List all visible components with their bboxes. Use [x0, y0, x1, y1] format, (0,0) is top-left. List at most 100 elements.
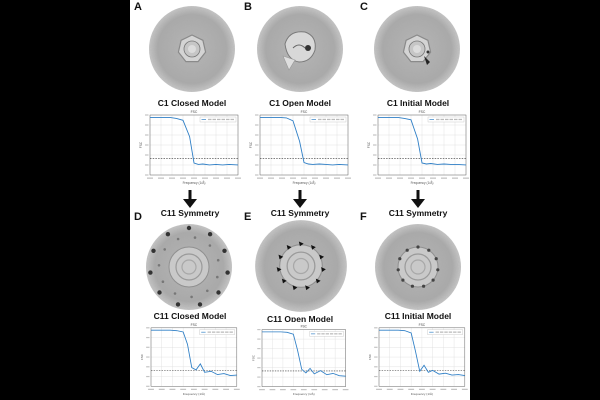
title-c11-initial: C11 Initial Model [384, 311, 452, 321]
x-tick-mark [419, 177, 425, 179]
x-tick-mark [268, 177, 274, 179]
plot-frame [150, 327, 238, 387]
x-tick-mark [375, 177, 381, 179]
x-tick-mark [397, 388, 404, 391]
plot-frame [261, 329, 346, 387]
y-tick-mark [257, 376, 261, 378]
y-tick-mark [373, 164, 377, 166]
y-axis-label: FSC [251, 354, 255, 361]
fsc-series-line [260, 116, 349, 166]
x-tick-mark [259, 388, 265, 391]
x-tick-mark [332, 388, 338, 391]
panel-letter-e: E [244, 211, 252, 223]
x-tick-mark [441, 177, 447, 179]
y-tick-mark [374, 366, 378, 368]
title-c1-open: C1 Open Model [269, 98, 331, 108]
plot-title: FSC [191, 110, 198, 114]
x-tick-mark [376, 388, 382, 391]
plot-frame [378, 327, 466, 387]
x-tick-mark [418, 388, 425, 391]
y-tick-mark [374, 375, 378, 378]
down-arrow-icon [293, 190, 307, 208]
fsc-plot-c1-open: FSC Frequency (1/Å) FSC [248, 107, 352, 187]
fsc-series-line [378, 116, 467, 166]
x-tick-mark [345, 177, 351, 179]
plot-frame [149, 114, 239, 176]
x-tick-mark [223, 388, 229, 391]
panel-letter-d: D [134, 211, 142, 223]
cryo-map-c11-open [255, 220, 347, 312]
y-tick-mark [255, 114, 259, 116]
plot-frame [259, 114, 349, 176]
x-tick-mark [212, 388, 219, 391]
y-axis-label: FSC [139, 141, 143, 148]
x-tick-mark [158, 388, 165, 391]
y-tick-mark [373, 114, 377, 116]
plot-title: FSC [191, 323, 198, 327]
plot-title: FSC [301, 110, 308, 114]
y-tick-mark [146, 356, 150, 358]
y-tick-mark [374, 327, 378, 329]
x-tick-mark [190, 388, 197, 391]
y-tick-mark [146, 375, 150, 378]
title-c1-closed: C1 Closed Model [157, 98, 227, 108]
figure-panel: A B C C1 Closed Model C1 Open Model C1 I… [130, 0, 470, 400]
symmetry-label: C11 Symmetry [388, 208, 448, 218]
y-tick-mark [373, 154, 377, 156]
x-tick-mark [397, 177, 403, 179]
y-axis-label: FSC [249, 141, 253, 148]
y-tick-mark [255, 164, 259, 166]
x-tick-mark [224, 177, 230, 179]
y-tick-mark [257, 348, 261, 350]
x-tick-mark [269, 388, 276, 391]
x-tick-mark [191, 177, 197, 179]
x-tick-mark [180, 177, 186, 179]
y-tick-mark [373, 174, 377, 176]
x-tick-mark [334, 177, 340, 179]
x-tick-mark [290, 177, 296, 179]
symmetry-label: C11 Symmetry [160, 208, 220, 218]
title-c11-closed: C11 Closed Model [153, 311, 227, 321]
y-tick-mark [374, 336, 378, 339]
x-tick-mark [440, 388, 447, 391]
x-tick-mark [323, 177, 329, 179]
x-tick-mark [321, 388, 328, 391]
x-tick-mark [290, 388, 297, 391]
y-tick-mark [145, 144, 149, 146]
fsc-plot-c11-open: FSC Frequency (1/Å) FSC [250, 322, 350, 398]
fsc-plot-c11-initial: FSC Frequency (1/Å) FSC [367, 320, 469, 398]
fsc-series-line [262, 331, 346, 377]
x-tick-mark [257, 177, 263, 179]
plot-title: FSC [419, 323, 426, 327]
x-tick-mark [463, 177, 469, 179]
y-tick-mark [257, 367, 261, 369]
y-tick-mark [255, 154, 259, 156]
y-tick-mark [373, 124, 377, 126]
x-axis-label: Frequency (1/Å) [183, 180, 206, 185]
y-tick-mark [374, 346, 378, 348]
y-tick-mark [255, 174, 259, 176]
x-axis-label: Frequency (1/Å) [293, 180, 316, 185]
x-tick-mark [201, 388, 208, 391]
x-tick-mark [202, 177, 208, 179]
panel-letter-f: F [360, 211, 367, 223]
y-axis-label: FSC [140, 353, 144, 360]
plot-title: FSC [301, 325, 308, 329]
y-tick-mark [373, 144, 377, 146]
y-tick-mark [145, 114, 149, 116]
x-tick-mark [408, 177, 414, 179]
x-tick-mark [386, 388, 393, 391]
x-axis-label: Frequency (1/Å) [411, 391, 433, 396]
x-axis-label: Frequency (1/Å) [293, 391, 315, 396]
x-tick-mark [301, 177, 307, 179]
cryo-map-c1-initial [374, 6, 460, 92]
x-tick-mark [169, 177, 175, 179]
down-arrow-icon [183, 190, 197, 208]
x-tick-mark [235, 177, 241, 179]
y-tick-mark [257, 338, 261, 340]
x-tick-mark [342, 388, 349, 391]
y-tick-mark [145, 164, 149, 166]
y-tick-mark [146, 366, 150, 368]
fsc-series-line [151, 329, 237, 377]
x-tick-mark [312, 177, 318, 179]
